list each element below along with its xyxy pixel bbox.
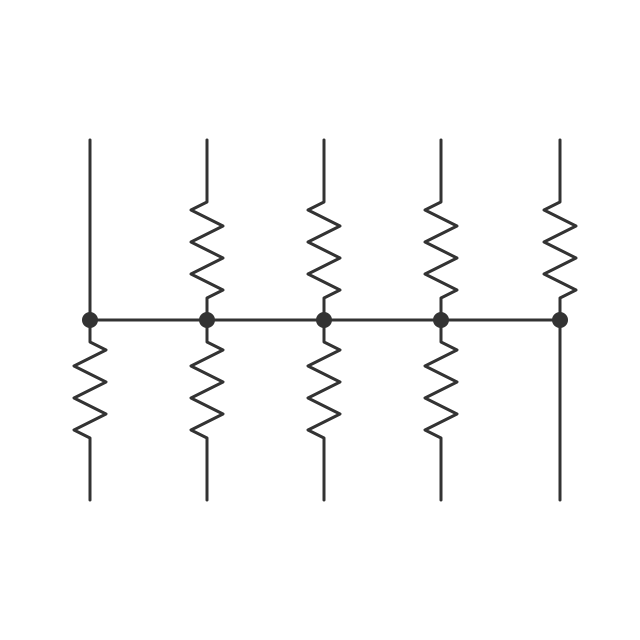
- node-4: [552, 312, 568, 328]
- node-3: [433, 312, 449, 328]
- node-2: [316, 312, 332, 328]
- resistor-network-diagram: [0, 0, 640, 640]
- node-1: [199, 312, 215, 328]
- resistor-top-2: [308, 140, 340, 320]
- resistor-top-3: [425, 140, 457, 320]
- resistor-top-4: [544, 140, 576, 320]
- resistor-bottom-0: [74, 320, 106, 500]
- resistor-bottom-1: [191, 320, 223, 500]
- resistor-bottom-3: [425, 320, 457, 500]
- resistor-bottom-2: [308, 320, 340, 500]
- resistor-top-1: [191, 140, 223, 320]
- node-0: [82, 312, 98, 328]
